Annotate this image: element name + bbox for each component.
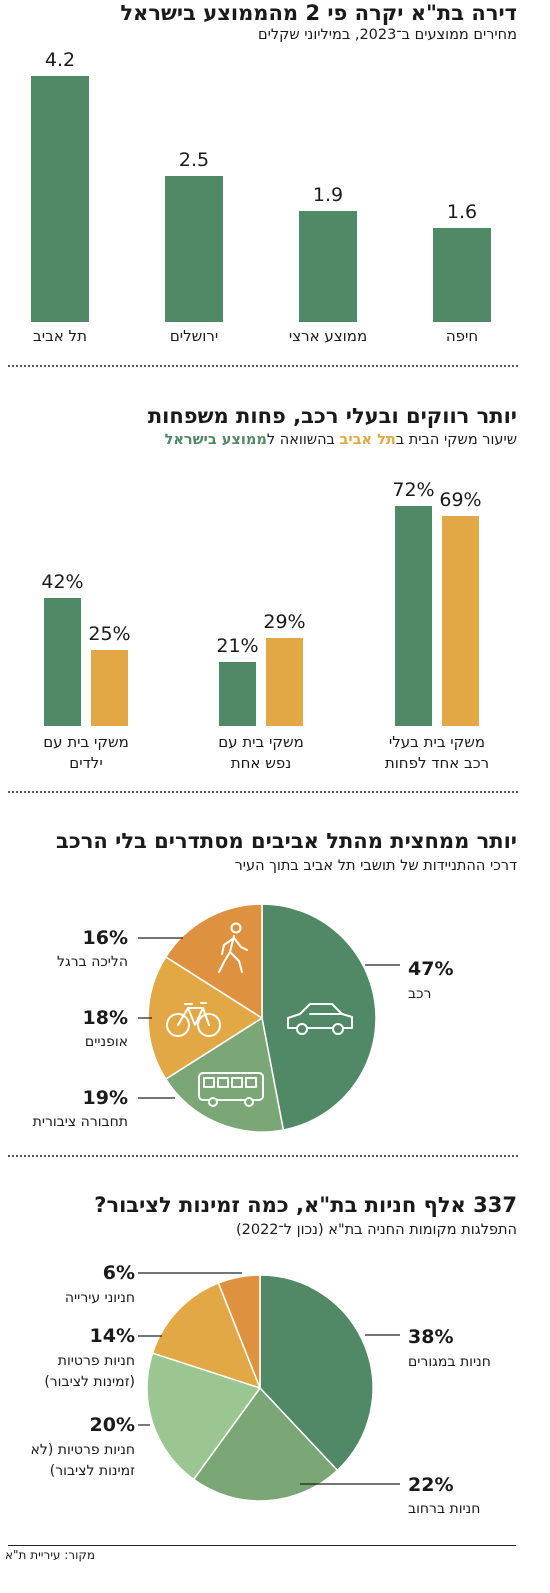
chart1-title: דירה בת"א יקרה פי 2 מהממוצע בישראל <box>120 1 517 25</box>
chart4-slice-label-3-line-2: זמינות לציבור) <box>49 1463 135 1479</box>
bar-category-label-1: תל אביב <box>33 327 87 345</box>
chart4-slice-label-5: חניוני עירייה <box>64 1290 135 1306</box>
chart3-slice-1 <box>261 903 377 1131</box>
chart3-pct-label-2: 19% <box>82 1087 128 1109</box>
group-category-label-1: משקי בית עם ילדים <box>21 732 151 774</box>
chart2-subtitle-israel: ממוצע בישראל <box>164 432 267 448</box>
chart3-pct-label-3: 18% <box>82 1007 128 1029</box>
chart4-slice-1 <box>259 1274 374 1472</box>
divider-2 <box>8 791 518 793</box>
chart2-subtitle: שיעור משקי הבית בתל אביב בהשוואה לממוצע … <box>165 430 517 450</box>
chart4-slice-label-1: חניות במגורים <box>408 1354 491 1370</box>
group-1-bar-tel-aviv <box>44 597 81 726</box>
bar-4 <box>433 228 491 322</box>
chart3-pct-label-1: 47% <box>408 958 454 980</box>
bar-2 <box>165 175 223 322</box>
bar-category-label-3: ממוצע ארצי <box>288 327 368 345</box>
chart2-subtitle-part-1: שיעור משקי הבית ב <box>395 432 517 448</box>
chart3-subtitle: דרכי ההתניידות של תושבי תל אביב בתוך העי… <box>234 858 517 874</box>
chart4-pct-label-3: 20% <box>89 1414 135 1436</box>
group-2-value-tel-aviv: 21% <box>216 634 259 657</box>
divider-3 <box>8 1155 518 1157</box>
chart3-title: יותר ממחצית מהתל אביבים מסתדרים בלי הרכב <box>56 829 517 853</box>
chart4-slice-label-2: חניות ברחוב <box>408 1501 481 1517</box>
bar-category-label-4: חיפה <box>445 327 479 345</box>
chart4-slice-label-4: חניות פרטיות (זמינות לציבור) <box>44 1351 135 1393</box>
group-1-value-israel: 25% <box>88 622 131 645</box>
chart2-title: יותר רווקים ובעלי רכב, פחות משפחות <box>147 404 517 428</box>
chart3-pct-label-4: 16% <box>82 927 128 949</box>
car-icon <box>287 1003 353 1035</box>
chart4-slice-label-3: חניות פרטיות (לא זמינות לציבור) <box>31 1440 135 1482</box>
walking-person-icon <box>218 922 248 973</box>
group-category-label-1-line-2: ילדים <box>69 754 103 772</box>
chart4-slice-4 <box>151 1281 262 1390</box>
chart4-pct-label-2: 22% <box>408 1474 454 1496</box>
group-3-value-israel: 69% <box>439 488 482 511</box>
bicycle-icon <box>166 1002 221 1037</box>
bar-category-label-2: ירושלים <box>169 327 219 345</box>
group-3-bar-israel <box>442 515 479 726</box>
chart4-slice-2 <box>192 1386 339 1502</box>
chart3-slice-label-2: תחבורה ציבורית <box>32 1114 128 1130</box>
group-category-label-2: משקי בית עם נפש אחת <box>196 732 326 774</box>
chart2-subtitle-part-3: בהשוואה ל <box>266 432 340 448</box>
group-1-value-tel-aviv: 42% <box>41 570 84 593</box>
group-2-value-israel: 29% <box>263 610 306 633</box>
group-2-bar-tel-aviv <box>219 661 256 726</box>
chart4-title: 337 אלף חניות בת"א, כמה זמינות לציבור? <box>94 1193 517 1217</box>
chart4-subtitle: התפלגות מקומות החניה בת"א (נכון ל־2022) <box>235 1222 517 1238</box>
source-note: מקור: עיריית ת"א <box>4 1548 95 1562</box>
bar-value-label-4: 1.6 <box>446 201 478 224</box>
chart4-slice-label-3-line-1: חניות פרטיות (לא <box>30 1442 135 1458</box>
group-2-bar-israel <box>266 637 303 726</box>
group-category-label-1-line-1: משקי בית עם <box>43 733 129 751</box>
chart2-subtitle-tel-aviv: תל אביב <box>339 432 396 448</box>
bar-3 <box>299 210 357 322</box>
group-category-label-3-line-1: משקי בית בעלי <box>388 733 486 751</box>
divider-1 <box>8 365 518 367</box>
group-3-bar-tel-aviv <box>395 506 432 726</box>
bus-icon <box>198 1072 264 1107</box>
group-1-bar-israel <box>91 649 128 726</box>
bar-1 <box>31 75 89 322</box>
group-category-label-2-line-2: נפש אחת <box>230 754 292 772</box>
group-category-label-3: משקי בית בעלי רכב אחד לפחות <box>372 732 502 774</box>
chart4-slice-label-4-line-2: (זמינות לציבור) <box>44 1374 135 1390</box>
chart4-pct-label-5: 6% <box>102 1262 135 1284</box>
chart4-slice-label-4-line-1: חניות פרטיות <box>57 1353 135 1369</box>
group-category-label-2-line-1: משקי בית עם <box>218 733 304 751</box>
bar-value-label-2: 2.5 <box>178 148 210 171</box>
bar-value-label-1: 4.2 <box>44 48 76 71</box>
chart3-slice-2 <box>164 1016 285 1133</box>
chart3-slice-label-1: רכב <box>408 986 432 1002</box>
chart3-pie-svg <box>138 903 400 1133</box>
chart4-pie-svg <box>138 1272 400 1502</box>
chart1-subtitle: מחירים ממוצעים ב־2023, במיליוני שקלים <box>258 27 517 43</box>
group-3-value-tel-aviv: 72% <box>392 479 435 502</box>
group-category-label-3-line-2: רכב אחד לפחות <box>384 754 490 772</box>
chart4-pct-label-4: 14% <box>89 1325 135 1347</box>
bar-value-label-3: 1.9 <box>312 183 344 206</box>
chart4-slice-5 <box>217 1274 261 1389</box>
chart4-pct-label-1: 38% <box>408 1326 454 1348</box>
chart3-slice-label-3: אופניים <box>84 1034 128 1050</box>
source-rule <box>8 1545 516 1546</box>
chart4-slice-3 <box>146 1352 262 1481</box>
chart3-slice-label-4: הליכה ברגל <box>57 954 128 970</box>
